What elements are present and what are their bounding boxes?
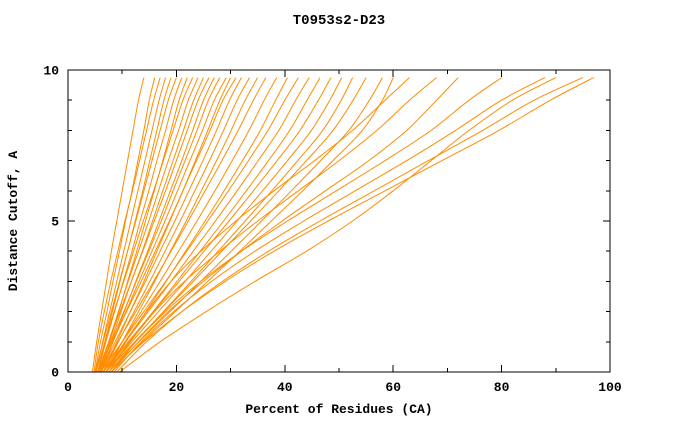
model-curve <box>102 77 278 372</box>
model-curve <box>94 77 177 372</box>
model-curve <box>97 77 210 372</box>
tick-labels: 0 20 40 60 80 100 0 5 10 <box>43 64 622 396</box>
model-curve <box>105 77 343 372</box>
model-curve <box>105 77 367 372</box>
model-curve <box>111 77 459 372</box>
model-curve <box>111 77 394 372</box>
model-curve <box>97 77 172 372</box>
x-tick-label: 100 <box>598 380 622 395</box>
model-curve <box>93 77 161 372</box>
y-tick-label: 5 <box>51 215 59 230</box>
model-curve <box>105 77 259 372</box>
y-tick-label: 10 <box>43 64 59 79</box>
model-curve <box>100 77 204 372</box>
model-curve <box>97 77 183 372</box>
model-curve <box>111 77 594 372</box>
x-tick-label: 20 <box>169 380 185 395</box>
model-curve <box>95 77 167 372</box>
x-tick-label: 0 <box>64 380 72 395</box>
model-curve <box>100 77 267 372</box>
model-curve <box>113 77 546 372</box>
model-curve <box>108 77 437 372</box>
model-curve <box>100 77 242 372</box>
model-curve <box>119 77 557 372</box>
x-tick-label: 80 <box>494 380 510 395</box>
model-curve <box>94 77 156 372</box>
model-curve <box>98 77 199 372</box>
x-tick-label: 40 <box>277 380 293 395</box>
x-tick-label: 60 <box>385 380 401 395</box>
model-curve <box>102 77 310 372</box>
model-curve <box>91 77 145 372</box>
model-curve <box>102 77 332 372</box>
model-curve <box>100 77 227 372</box>
axes <box>67 69 611 373</box>
y-tick-label: 0 <box>51 366 59 381</box>
model-curve <box>108 77 383 372</box>
model-curve <box>98 77 221 372</box>
model-curve <box>101 77 215 372</box>
model-curve <box>97 77 237 372</box>
model-curve <box>111 77 502 372</box>
model-curve <box>95 77 194 372</box>
y-axis-label: Distance Cutoff, A <box>6 151 21 292</box>
chart-title: T0953s2-D23 <box>293 13 385 29</box>
model-curve <box>105 77 410 372</box>
model-curve <box>100 77 299 372</box>
model-curves <box>91 77 594 372</box>
model-curve <box>105 77 288 372</box>
model-curve <box>102 77 251 372</box>
x-axis-label: Percent of Residues (CA) <box>245 402 432 417</box>
